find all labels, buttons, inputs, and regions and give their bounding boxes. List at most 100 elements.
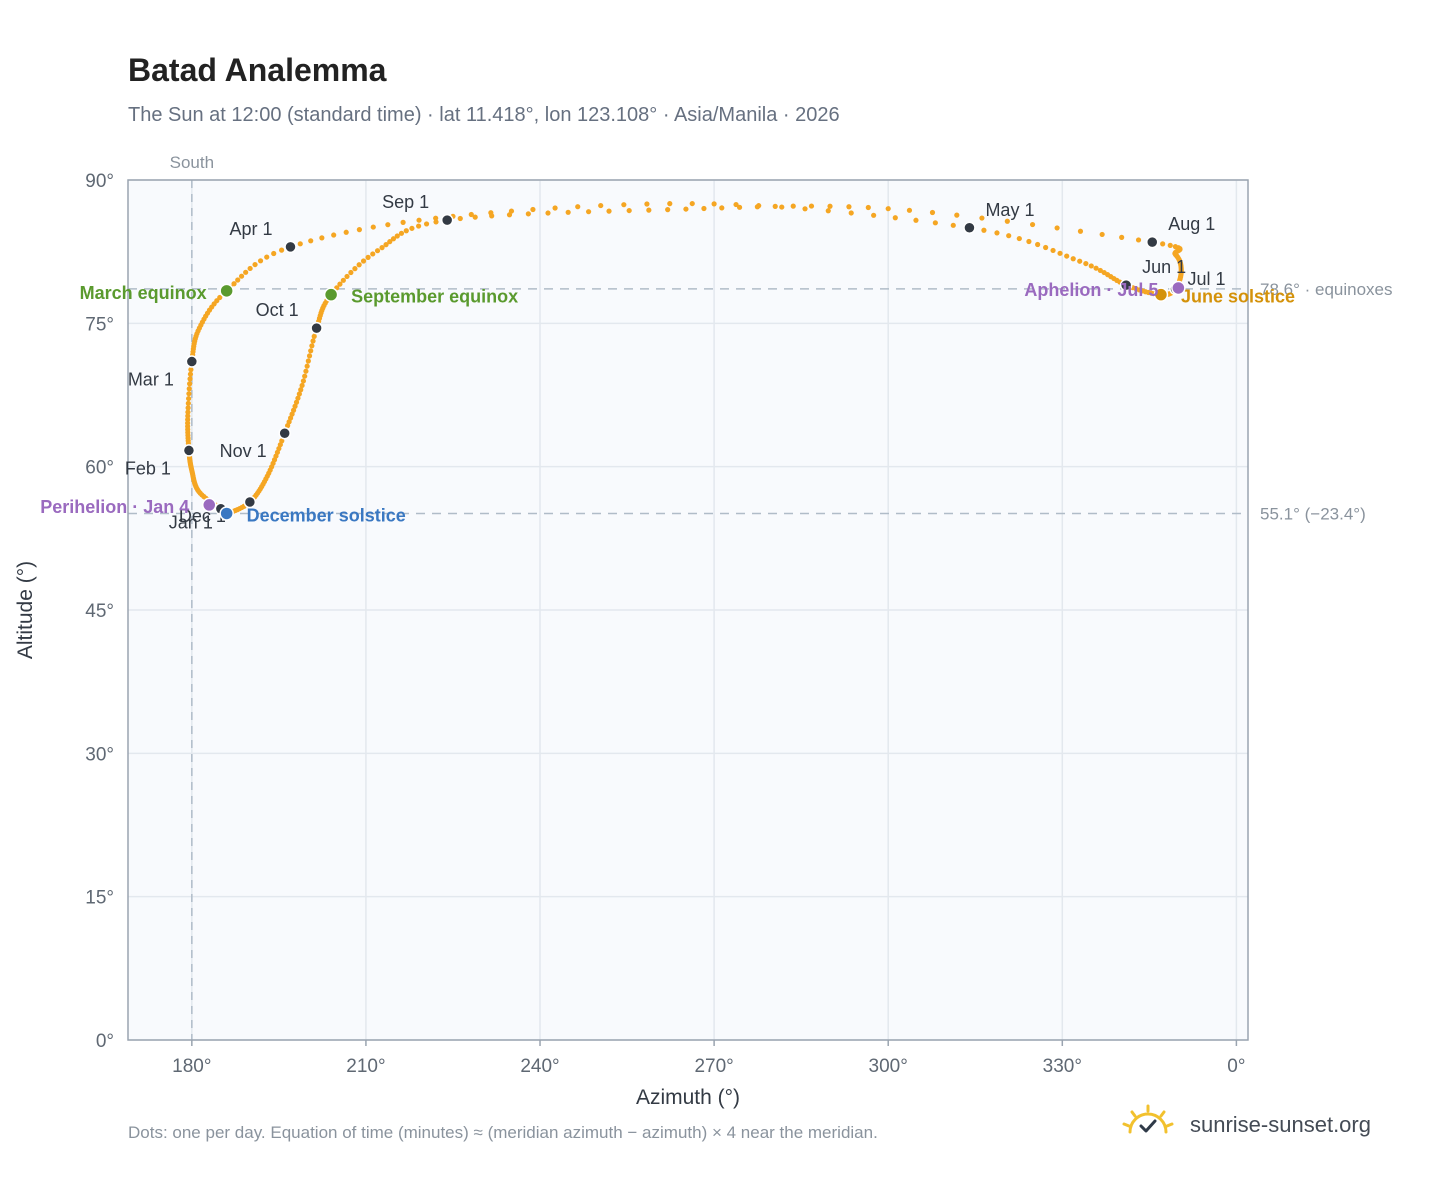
daily-dot	[1093, 265, 1099, 271]
daily-dot	[187, 376, 193, 382]
daily-dot	[278, 247, 285, 253]
event-marker-dot	[323, 287, 339, 302]
meridian-label: South	[170, 153, 214, 172]
daily-dot	[264, 254, 270, 260]
daily-dot	[403, 228, 409, 234]
daily-dot	[295, 395, 301, 401]
daily-dot	[390, 236, 397, 242]
month-marker-dot	[278, 426, 291, 440]
daily-dot	[644, 201, 650, 207]
daily-dot	[185, 413, 191, 419]
daily-dot	[665, 207, 671, 213]
daily-dot	[1083, 260, 1089, 267]
daily-dot	[1006, 233, 1012, 239]
daily-dot	[575, 204, 581, 210]
daily-dot	[772, 203, 778, 209]
daily-dot	[423, 221, 430, 227]
daily-dot	[913, 217, 919, 223]
daily-dot	[1035, 241, 1041, 248]
daily-dot	[711, 201, 717, 207]
daily-dot	[433, 219, 439, 225]
daily-dot	[733, 201, 739, 208]
daily-dot	[409, 225, 415, 231]
daily-dot	[525, 211, 531, 217]
daily-dot	[304, 363, 310, 369]
daily-dot	[187, 381, 193, 387]
month-marker-label: Apr 1	[229, 219, 272, 239]
event-marker-label: June solstice	[1181, 287, 1295, 307]
daily-dot	[885, 206, 891, 212]
daily-dot	[1004, 218, 1010, 224]
month-marker-dot	[182, 444, 196, 457]
daily-dot	[344, 273, 350, 280]
y-tick-label: 15°	[85, 888, 114, 909]
event-marker-label: Perihelion · Jan 4	[40, 497, 189, 517]
daily-dot	[293, 399, 300, 405]
daily-dot	[954, 212, 960, 218]
chart-title: Batad Analemma	[128, 52, 387, 88]
daily-dot	[186, 395, 192, 402]
daily-dot	[188, 367, 194, 373]
y-tick-label: 0°	[96, 1031, 114, 1052]
daily-dot	[247, 265, 253, 272]
event-marker-dot	[201, 497, 217, 513]
event-marker-dot	[1171, 280, 1186, 296]
daily-dot	[981, 227, 987, 233]
daily-dot	[585, 209, 592, 215]
daily-dot	[1016, 235, 1022, 242]
month-marker-dot	[1145, 235, 1159, 249]
month-marker-dot	[243, 495, 257, 509]
event-markers: March equinox September equinox December s…	[40, 280, 1295, 526]
daily-dot	[235, 277, 241, 283]
daily-dot	[340, 277, 346, 283]
daily-dot	[472, 214, 478, 220]
daily-dot	[370, 224, 376, 230]
daily-dot	[365, 254, 371, 260]
event-marker-dot	[219, 283, 234, 299]
daily-dot	[530, 206, 536, 213]
month-marker-dot	[310, 321, 323, 335]
daily-dot	[1167, 242, 1173, 248]
daily-dot	[1160, 241, 1166, 247]
brand-logo[interactable]: sunrise-sunset.org	[1120, 1102, 1390, 1148]
daily-dot	[1077, 258, 1083, 264]
daily-dot	[297, 241, 303, 247]
daily-dot	[186, 386, 192, 392]
daily-dot	[646, 207, 652, 213]
daily-dot	[292, 403, 298, 409]
daily-dot	[621, 202, 627, 208]
month-marker-label: Feb 1	[125, 458, 171, 478]
daily-dot	[400, 219, 406, 225]
daily-dot	[319, 235, 325, 241]
daily-dot	[187, 371, 194, 377]
daily-dot	[1043, 244, 1049, 251]
daily-dot	[950, 222, 956, 228]
daily-dot	[337, 281, 343, 287]
y-tick-label: 90°	[85, 171, 114, 192]
daily-dot	[271, 250, 277, 257]
daily-dot	[1135, 237, 1142, 243]
y-axis-title: Altitude (°)	[14, 561, 37, 659]
daily-dot	[416, 217, 422, 223]
altitude-reference-label: 55.1° (−23.4°)	[1260, 504, 1366, 523]
daily-dot	[667, 201, 673, 207]
daily-dot	[598, 202, 604, 209]
daily-dot	[302, 373, 308, 379]
month-marker-label: Jun 1	[1142, 257, 1186, 277]
daily-dot	[300, 378, 307, 384]
daily-dot	[701, 205, 707, 212]
x-tick-label: 330°	[1043, 1056, 1082, 1077]
daily-dot	[311, 333, 317, 339]
event-marker-dot	[1153, 287, 1169, 302]
month-marker-label: Dec 1	[179, 506, 226, 526]
daily-dot	[565, 209, 571, 215]
daily-dot	[186, 391, 192, 397]
daily-dot	[185, 405, 191, 411]
y-tick-label: 30°	[85, 744, 114, 765]
daily-dot	[308, 238, 314, 244]
daily-dot	[1026, 238, 1032, 245]
daily-dot	[719, 205, 725, 211]
daily-dot	[790, 203, 796, 209]
daily-dot	[994, 230, 1000, 236]
